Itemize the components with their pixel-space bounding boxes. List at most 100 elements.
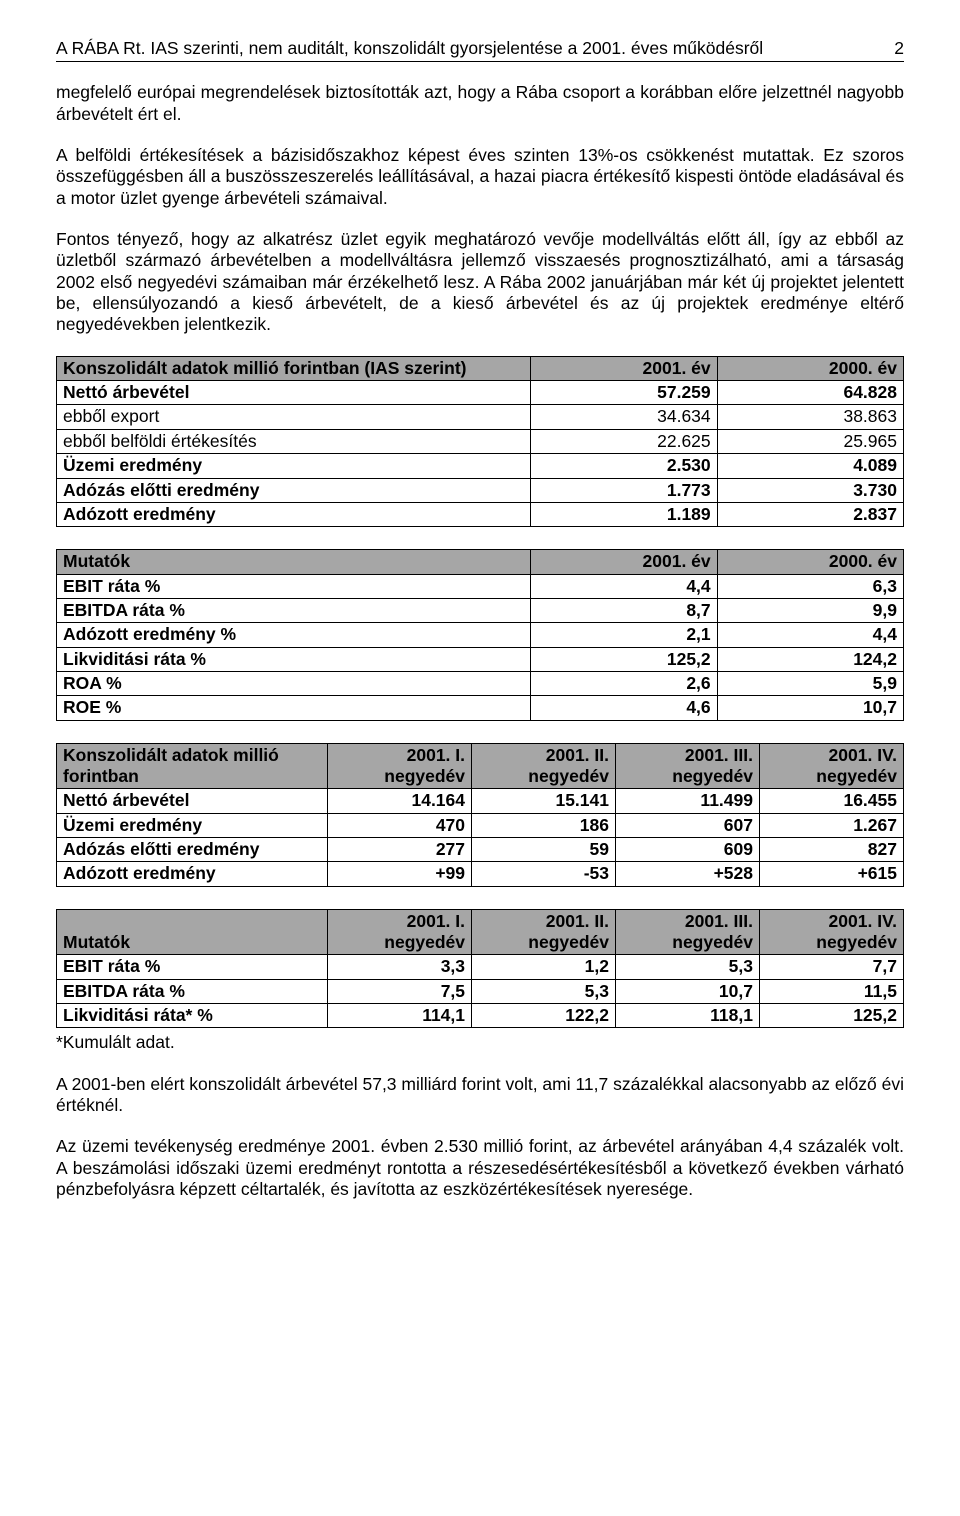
t2-h0: Mutatók	[57, 550, 531, 574]
t1-r0-v1: 57.259	[531, 381, 717, 405]
t2-r3-v2: 124,2	[717, 647, 903, 671]
t4-r0-v3: 5,3	[616, 955, 760, 979]
t4-r0-v2: 1,2	[472, 955, 616, 979]
t3-r3-v1: +99	[328, 862, 472, 886]
paragraph-2: A belföldi értékesítések a bázisidőszakh…	[56, 145, 904, 209]
footnote: *Kumulált adat.	[56, 1032, 904, 1053]
t2-r4-v1: 2,6	[531, 671, 717, 695]
t4-h1: 2001. I. negyedév	[328, 909, 472, 955]
t2-h2: 2000. év	[717, 550, 903, 574]
t4-h0: Mutatók	[57, 909, 328, 955]
t3-r1-v2: 186	[472, 813, 616, 837]
t1-r4-v2: 3.730	[717, 478, 903, 502]
t1-r2-v2: 25.965	[717, 429, 903, 453]
t2-r1-v1: 8,7	[531, 598, 717, 622]
t1-r2-v1: 22.625	[531, 429, 717, 453]
paragraph-3: Fontos tényező, hogy az alkatrész üzlet …	[56, 229, 904, 336]
paragraph-1: megfelelő európai megrendelések biztosít…	[56, 82, 904, 125]
t2-r0-l: EBIT ráta %	[57, 574, 531, 598]
t4-r2-v1: 114,1	[328, 1004, 472, 1028]
table-consolidated-annual: Konszolidált adatok millió forintban (IA…	[56, 356, 904, 527]
paragraph-4: A 2001-ben elért konszolidált árbevétel …	[56, 1074, 904, 1117]
t3-r2-v3: 609	[616, 837, 760, 861]
t1-r3-l: Üzemi eredmény	[57, 454, 531, 478]
t2-r4-v2: 5,9	[717, 671, 903, 695]
t3-h4: 2001. IV. negyedév	[759, 743, 903, 789]
t3-h1: 2001. I. negyedév	[328, 743, 472, 789]
t3-r3-v2: -53	[472, 862, 616, 886]
t3-r1-v1: 470	[328, 813, 472, 837]
t3-r0-v4: 16.455	[759, 789, 903, 813]
t4-r0-v1: 3,3	[328, 955, 472, 979]
table-ratios-annual: Mutatók 2001. év 2000. év EBIT ráta %4,4…	[56, 549, 904, 720]
t3-r1-v4: 1.267	[759, 813, 903, 837]
t3-r2-v2: 59	[472, 837, 616, 861]
t1-h1: 2001. év	[531, 356, 717, 380]
t2-r3-l: Likviditási ráta %	[57, 647, 531, 671]
t1-r0-l: Nettó árbevétel	[57, 381, 531, 405]
t4-h4: 2001. IV. negyedév	[759, 909, 903, 955]
table-ratios-quarterly: Mutatók 2001. I. negyedév 2001. II. negy…	[56, 909, 904, 1029]
t3-r3-v3: +528	[616, 862, 760, 886]
t3-r0-v1: 14.164	[328, 789, 472, 813]
t3-r2-v1: 277	[328, 837, 472, 861]
t3-h0: Konszolidált adatok millió forintban	[57, 743, 328, 789]
t1-r1-v2: 38.863	[717, 405, 903, 429]
t1-r5-v2: 2.837	[717, 502, 903, 526]
page-number: 2	[894, 38, 904, 59]
t2-r5-v1: 4,6	[531, 696, 717, 720]
t1-r3-v2: 4.089	[717, 454, 903, 478]
t1-r1-l: ebből export	[57, 405, 531, 429]
header-title: A RÁBA Rt. IAS szerinti, nem auditált, k…	[56, 38, 763, 59]
t4-r2-v2: 122,2	[472, 1004, 616, 1028]
t1-h0: Konszolidált adatok millió forintban (IA…	[57, 356, 531, 380]
t3-r3-l: Adózott eredmény	[57, 862, 328, 886]
page-header: A RÁBA Rt. IAS szerinti, nem auditált, k…	[56, 38, 904, 62]
t3-r1-l: Üzemi eredmény	[57, 813, 328, 837]
t2-r2-v2: 4,4	[717, 623, 903, 647]
t1-r3-v1: 2.530	[531, 454, 717, 478]
t2-r3-v1: 125,2	[531, 647, 717, 671]
t1-r4-l: Adózás előtti eredmény	[57, 478, 531, 502]
t3-r0-l: Nettó árbevétel	[57, 789, 328, 813]
t1-r0-v2: 64.828	[717, 381, 903, 405]
t1-r1-v1: 34.634	[531, 405, 717, 429]
t1-h2: 2000. év	[717, 356, 903, 380]
t4-r2-l: Likviditási ráta* %	[57, 1004, 328, 1028]
t2-r2-l: Adózott eredmény %	[57, 623, 531, 647]
t4-r1-l: EBITDA ráta %	[57, 979, 328, 1003]
table-consolidated-quarterly: Konszolidált adatok millió forintban 200…	[56, 743, 904, 887]
t4-r0-l: EBIT ráta %	[57, 955, 328, 979]
t4-h2: 2001. II. negyedév	[472, 909, 616, 955]
t4-r1-v1: 7,5	[328, 979, 472, 1003]
t4-r0-v4: 7,7	[759, 955, 903, 979]
paragraph-5: Az üzemi tevékenység eredménye 2001. évb…	[56, 1136, 904, 1200]
t3-r0-v2: 15.141	[472, 789, 616, 813]
t2-r1-v2: 9,9	[717, 598, 903, 622]
t4-r2-v4: 125,2	[759, 1004, 903, 1028]
t1-r5-l: Adózott eredmény	[57, 502, 531, 526]
t4-r1-v2: 5,3	[472, 979, 616, 1003]
t3-r1-v3: 607	[616, 813, 760, 837]
t3-h3: 2001. III. negyedév	[616, 743, 760, 789]
t2-r5-v2: 10,7	[717, 696, 903, 720]
t1-r2-l: ebből belföldi értékesítés	[57, 429, 531, 453]
t3-r0-v3: 11.499	[616, 789, 760, 813]
t4-r2-v3: 118,1	[616, 1004, 760, 1028]
t3-r2-l: Adózás előtti eredmény	[57, 837, 328, 861]
t4-h3: 2001. III. negyedév	[616, 909, 760, 955]
t1-r4-v1: 1.773	[531, 478, 717, 502]
t3-h2: 2001. II. negyedév	[472, 743, 616, 789]
t1-r5-v1: 1.189	[531, 502, 717, 526]
t3-r3-v4: +615	[759, 862, 903, 886]
t2-r0-v2: 6,3	[717, 574, 903, 598]
t3-r2-v4: 827	[759, 837, 903, 861]
t4-r1-v4: 11,5	[759, 979, 903, 1003]
t2-r5-l: ROE %	[57, 696, 531, 720]
t2-r0-v1: 4,4	[531, 574, 717, 598]
t2-h1: 2001. év	[531, 550, 717, 574]
t2-r4-l: ROA %	[57, 671, 531, 695]
t2-r2-v1: 2,1	[531, 623, 717, 647]
t2-r1-l: EBITDA ráta %	[57, 598, 531, 622]
t4-r1-v3: 10,7	[616, 979, 760, 1003]
